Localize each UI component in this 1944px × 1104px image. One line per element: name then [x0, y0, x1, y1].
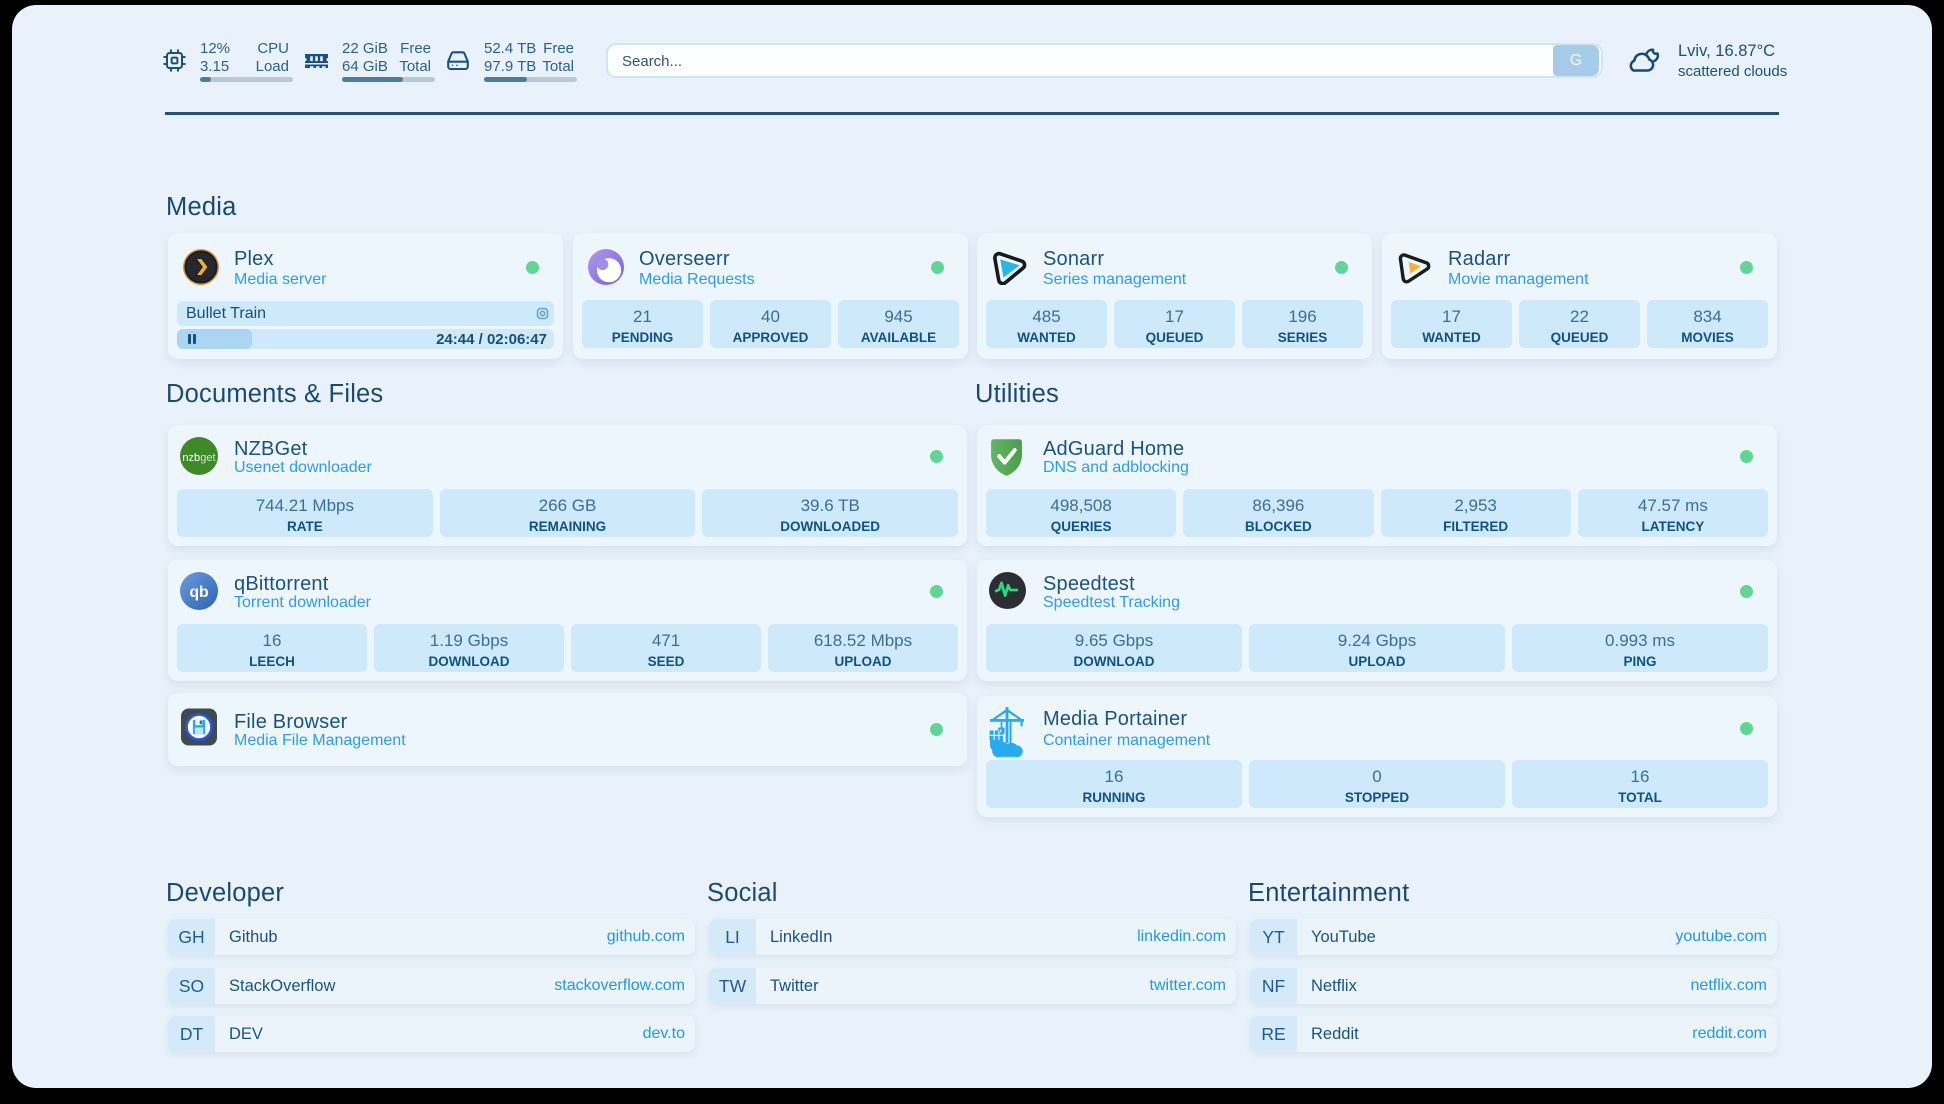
svg-text:nzbget: nzbget: [182, 452, 215, 464]
svg-text:qb: qb: [189, 584, 209, 601]
